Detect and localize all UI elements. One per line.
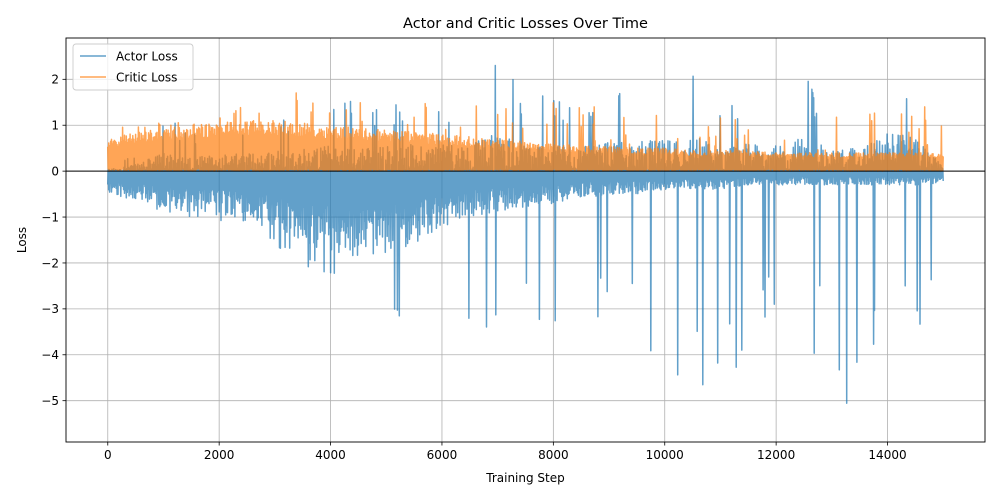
legend-label-critic: Critic Loss — [116, 71, 177, 85]
y-tick-label: 2 — [51, 73, 59, 87]
y-tick-label: 0 — [51, 164, 59, 178]
actor-loss-line — [107, 64, 944, 405]
y-tick-label: 1 — [51, 119, 59, 133]
y-tick-label: −1 — [41, 210, 59, 224]
x-tick-label: 2000 — [204, 448, 235, 462]
chart-title: Actor and Critic Losses Over Time — [403, 16, 648, 32]
y-axis-ticks: −5 −4 −3 −2 −1 0 1 2 — [41, 73, 66, 408]
y-tick-label: −4 — [41, 348, 59, 362]
y-tick-label: −5 — [41, 394, 59, 408]
critic-loss-line — [107, 92, 944, 172]
x-tick-label: 12000 — [757, 448, 795, 462]
x-axis-ticks: 0 2000 4000 6000 8000 10000 12000 14000 — [104, 442, 907, 462]
x-tick-label: 10000 — [646, 448, 684, 462]
y-tick-label: −2 — [41, 256, 59, 270]
x-axis-label: Training Step — [485, 471, 565, 485]
y-axis-label: Loss — [15, 227, 29, 253]
x-tick-label: 4000 — [315, 448, 346, 462]
x-tick-label: 0 — [104, 448, 112, 462]
x-tick-label: 8000 — [538, 448, 569, 462]
legend-label-actor: Actor Loss — [116, 50, 178, 64]
series-layer — [107, 64, 944, 405]
x-tick-label: 14000 — [868, 448, 906, 462]
x-tick-label: 6000 — [427, 448, 458, 462]
legend: Actor Loss Critic Loss — [72, 43, 194, 91]
y-tick-label: −3 — [41, 302, 59, 316]
plot-frame — [65, 37, 986, 443]
